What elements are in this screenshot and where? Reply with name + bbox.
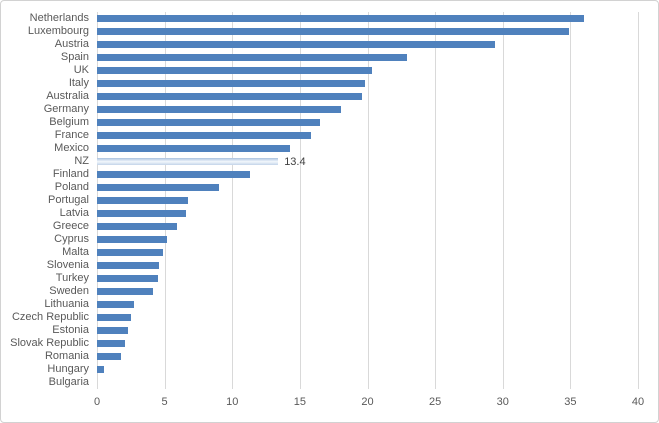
bar	[97, 249, 164, 256]
category-label: Germany	[43, 103, 89, 115]
bar	[97, 327, 129, 334]
bar	[97, 301, 134, 308]
category-label: Lithuania	[44, 298, 89, 310]
data-label: 13.4	[284, 155, 306, 168]
bar	[97, 119, 321, 126]
bar	[97, 54, 407, 61]
gridline	[299, 12, 301, 389]
category-label: Poland	[54, 181, 89, 193]
bar	[97, 41, 495, 48]
x-axis-tick-label: 25	[428, 396, 442, 408]
x-axis-tick-label: 15	[293, 396, 307, 408]
gridline	[638, 12, 639, 389]
category-label: Luxembourg	[27, 25, 89, 37]
category-label: Australia	[46, 90, 89, 102]
category-label: Turkey	[55, 272, 89, 284]
x-axis-tick-label: 10	[226, 396, 239, 408]
category-label: Latvia	[59, 207, 89, 219]
category-label: UK	[73, 64, 89, 76]
bar	[97, 262, 160, 269]
bar	[97, 314, 131, 321]
category-label: Italy	[68, 77, 89, 89]
category-label: NZ	[74, 155, 89, 167]
category-label: Sweden	[49, 285, 89, 297]
category-label: Slovak Republic	[10, 337, 89, 349]
bar	[97, 184, 219, 191]
category-label: Cyprus	[54, 233, 89, 245]
category-label: Belgium	[49, 116, 89, 128]
gridline	[502, 12, 504, 389]
bar	[97, 353, 122, 360]
bar	[97, 106, 341, 113]
category-label: Czech Republic	[11, 311, 89, 323]
category-label: Hungary	[47, 363, 89, 375]
x-axis-tick-label: 20	[361, 396, 374, 408]
category-label: Mexico	[54, 142, 89, 154]
category-label: Slovenia	[46, 259, 89, 271]
bar	[97, 28, 569, 35]
x-axis-tick-label: 40	[631, 396, 645, 408]
bar	[97, 223, 177, 230]
category-label: Portugal	[48, 194, 89, 206]
category-label: Austria	[54, 38, 89, 50]
category-label: Malta	[62, 246, 89, 258]
bar	[97, 80, 365, 87]
category-label: Bulgaria	[48, 376, 89, 388]
gridline	[367, 12, 369, 389]
bar	[97, 366, 104, 373]
bar	[97, 15, 584, 22]
bar	[97, 236, 168, 243]
category-label: Finland	[52, 168, 89, 180]
bar	[97, 67, 372, 74]
category-label: Greece	[52, 220, 89, 232]
category-label: Romania	[44, 350, 89, 362]
bar-highlight	[97, 158, 279, 165]
gridline	[435, 12, 437, 389]
bar	[97, 132, 311, 139]
category-label: Spain	[60, 51, 89, 63]
category-label: France	[54, 129, 89, 141]
bar	[97, 145, 291, 152]
gridline	[232, 12, 234, 389]
x-axis-tick-label: 30	[496, 396, 509, 408]
bar	[97, 288, 153, 295]
bar	[97, 197, 188, 204]
category-label: Estonia	[52, 324, 89, 336]
category-label: Netherlands	[29, 12, 89, 24]
x-axis-tick-label: 5	[161, 396, 168, 408]
bar	[97, 171, 250, 178]
x-axis-tick-label: 0	[93, 396, 101, 408]
bar	[97, 275, 158, 282]
bar	[97, 210, 187, 217]
x-axis-tick-label: 35	[564, 396, 577, 408]
bar	[97, 93, 363, 100]
gridline	[570, 12, 572, 389]
bar	[97, 340, 126, 347]
